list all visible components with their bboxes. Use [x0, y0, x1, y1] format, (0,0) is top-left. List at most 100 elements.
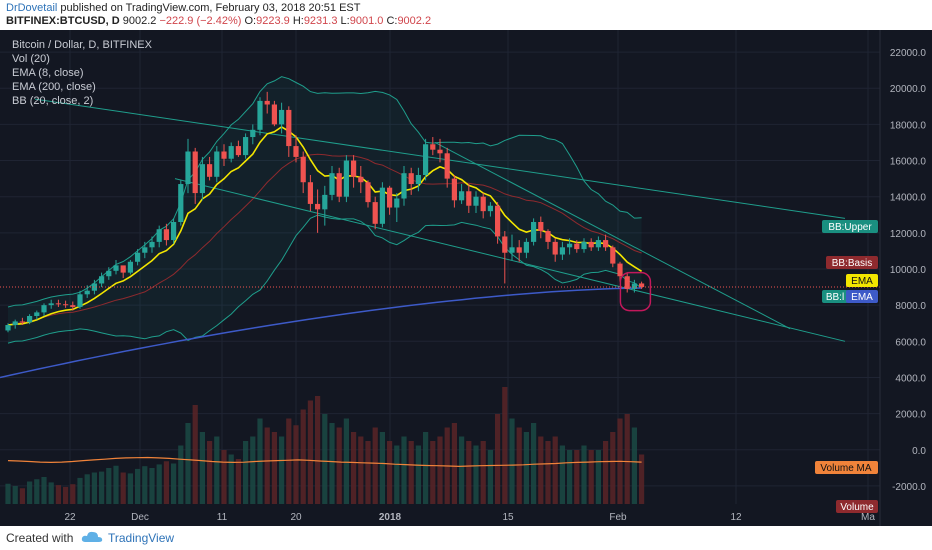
- candle-body: [552, 241, 558, 255]
- candle-body: [372, 202, 378, 224]
- ema-slow-tag-bg: [846, 290, 878, 303]
- price-axis[interactable]: 22000.0 20000.0 18000.0 16000.0 14000.0 12000…: [879, 30, 927, 526]
- candle-body: [559, 247, 565, 255]
- candle-body: [149, 241, 155, 248]
- candle-body: [329, 173, 335, 195]
- candle-body: [487, 205, 493, 212]
- annotation-circle: [619, 271, 652, 312]
- bb-basis-tag-bg: [826, 256, 878, 269]
- volume-bar: [106, 468, 112, 504]
- time-tick-label: 2018: [379, 512, 402, 523]
- price-tick-label: 2000.0: [895, 410, 926, 421]
- chart-legend: Bitcoin / Dollar, D, BITFINEX Vol (20) E…: [12, 39, 153, 107]
- volume-bar: [99, 471, 105, 504]
- candle-body: [509, 247, 515, 253]
- candle-body: [221, 151, 227, 159]
- volume-bar: [509, 418, 515, 504]
- candle-body: [631, 283, 637, 289]
- volume-bar: [329, 423, 335, 504]
- candle-body: [243, 137, 249, 156]
- volume-bar: [372, 427, 378, 504]
- volume-bar: [243, 441, 249, 504]
- volume-bar: [473, 445, 479, 504]
- candle-body: [70, 305, 76, 307]
- time-axis[interactable]: 22 Dec 11 20 2018 15 Feb 12 Ma: [64, 512, 875, 523]
- ema-fast-tag: EMA: [851, 276, 873, 287]
- price-tick-label: 12000.0: [890, 229, 927, 240]
- candle-body: [235, 146, 241, 156]
- volume-bar: [163, 461, 169, 504]
- volume-bar: [185, 423, 191, 504]
- volume-bar: [27, 481, 33, 504]
- price-tick-label: 16000.0: [890, 157, 927, 168]
- candle-body: [574, 243, 580, 250]
- time-tick-label: 12: [730, 512, 742, 523]
- candle-body: [430, 144, 436, 150]
- ema-200-line: [0, 287, 642, 379]
- volume-bar: [336, 427, 342, 504]
- volume-bar: [401, 436, 407, 504]
- volume-bar: [315, 396, 321, 504]
- legend-item-ema8[interactable]: EMA (8, close): [12, 67, 84, 79]
- candle-body: [99, 276, 105, 284]
- volume-bar: [624, 414, 630, 504]
- high-value: 9231.3: [303, 15, 338, 27]
- volume-bar: [279, 436, 285, 504]
- volume-bar: [408, 441, 414, 504]
- created-with-label: Created with: [6, 531, 74, 545]
- candle-body: [257, 100, 263, 130]
- candle-body: [199, 164, 205, 194]
- volume-bar: [307, 400, 313, 504]
- volume-bar: [523, 432, 529, 504]
- price-change: −222.9 (−2.42%): [159, 15, 242, 27]
- candle-body: [185, 151, 191, 185]
- candle-body: [207, 164, 213, 177]
- chart-area[interactable]: Bitcoin / Dollar, D, BITFINEX Vol (20) E…: [0, 30, 932, 526]
- price-tick-label: 14000.0: [890, 193, 927, 204]
- candle-body: [228, 146, 234, 159]
- legend-item-ema200[interactable]: EMA (200, close): [12, 81, 96, 93]
- author-link[interactable]: DrDovetail: [6, 2, 58, 14]
- candle-body: [106, 270, 112, 277]
- volume-bar: [199, 432, 205, 504]
- candle-body: [415, 175, 421, 185]
- legend-item-bb[interactable]: BB (20, close, 2): [12, 95, 93, 107]
- volume-bar: [221, 450, 227, 504]
- candle-body: [351, 160, 357, 177]
- candle-body: [322, 194, 328, 210]
- trendline: [434, 142, 791, 330]
- volume-bar: [55, 485, 61, 504]
- candle-body: [120, 265, 126, 273]
- candle-body: [300, 156, 306, 183]
- candles: [5, 91, 645, 333]
- candle-body: [156, 229, 162, 242]
- candle-body: [271, 104, 277, 125]
- volume-bar: [149, 468, 155, 504]
- candle-body: [264, 100, 270, 105]
- volume-bar: [516, 427, 522, 504]
- legend-item-volume[interactable]: Vol (20): [12, 53, 50, 65]
- time-tick-label: Dec: [131, 512, 149, 523]
- volume-bar: [156, 464, 162, 504]
- price-chart[interactable]: Bitcoin / Dollar, D, BITFINEX Vol (20) E…: [0, 30, 932, 526]
- volume-bar: [235, 459, 241, 504]
- volume-bar: [293, 425, 299, 504]
- chart-header: DrDovetail published on TradingView.com,…: [0, 0, 932, 30]
- volume-bar: [250, 436, 256, 504]
- volume-bar: [192, 405, 198, 504]
- candle-body: [358, 176, 364, 183]
- candle-body: [84, 290, 90, 295]
- candle-body: [12, 321, 18, 326]
- volume-bar: [127, 473, 133, 504]
- tradingview-link[interactable]: TradingView: [108, 531, 175, 545]
- candle-body: [567, 243, 573, 248]
- candle-body: [473, 196, 479, 206]
- volume-bar: [487, 450, 493, 504]
- candle-body: [459, 191, 465, 201]
- volume-bar: [603, 441, 609, 504]
- candle-body: [603, 240, 609, 248]
- bb-lower-tag-bg: [822, 290, 848, 303]
- chart-overlay: [0, 271, 880, 312]
- time-tick-label: 20: [290, 512, 302, 523]
- candle-body: [343, 160, 349, 197]
